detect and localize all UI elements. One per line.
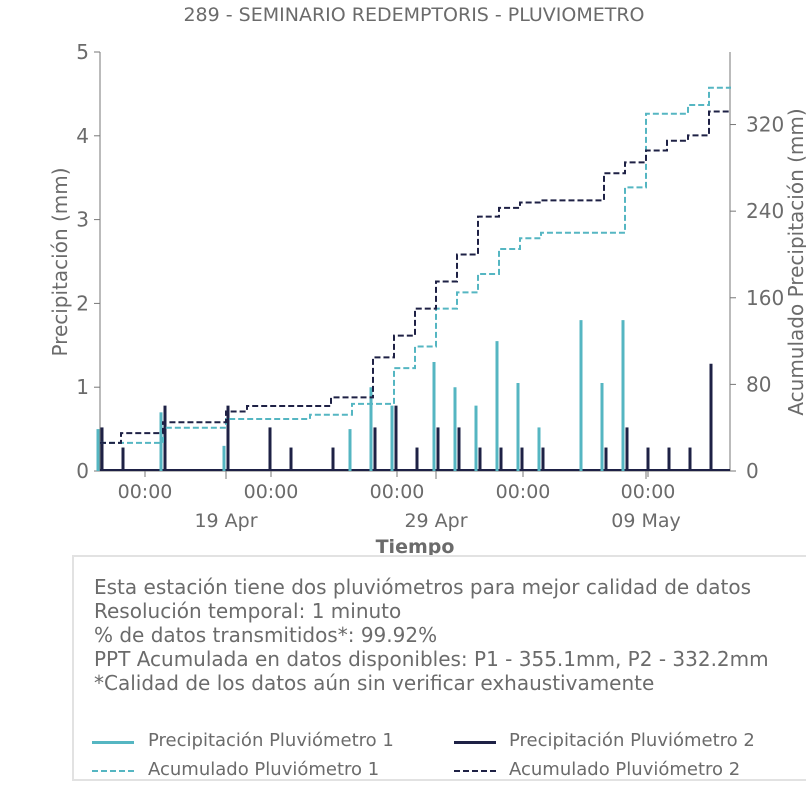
y-left-tick-label: 5 — [76, 40, 89, 64]
info-line-1: Esta estación tiene dos pluviómetros par… — [94, 575, 752, 599]
y-left-tick-label: 1 — [76, 375, 89, 399]
y-left-tick-label: 3 — [76, 208, 89, 232]
chart-title: 289 - SEMINARIO REDEMPTORIS - PLUVIOMETR… — [183, 4, 644, 26]
y-right-tick-label: 0 — [746, 459, 759, 483]
y-right-tick-label: 160 — [746, 286, 784, 310]
y-left-tick-label: 4 — [76, 124, 89, 148]
y-right-tick-label: 240 — [746, 199, 784, 223]
y-right-tick-label: 80 — [746, 372, 771, 396]
legend-label-acc1: Acumulado Pluviómetro 1 — [148, 759, 380, 780]
x-minor-tick-label: 00:00 — [370, 481, 425, 503]
y-right-tick-label: 320 — [746, 113, 784, 137]
info-line-2: Resolución temporal: 1 minuto — [94, 599, 402, 623]
info-box: Esta estación tiene dos pluviómetros par… — [72, 555, 806, 781]
legend-label-p1: Precipitación Pluviómetro 1 — [148, 730, 394, 751]
precipitation-chart: 289 - SEMINARIO REDEMPTORIS - PLUVIOMETR… — [48, 4, 806, 558]
legend-label-p2: Precipitación Pluviómetro 2 — [509, 730, 755, 751]
info-line-4: PPT Acumulada en datos disponibles: P1 -… — [94, 647, 769, 671]
y-axis-right-label: Acumulado Precipitación (mm) — [784, 108, 806, 415]
y-axis-left-label: Precipitación (mm) — [48, 167, 72, 356]
legend-label-acc2: Acumulado Pluviómetro 2 — [509, 759, 741, 780]
x-minor-tick-label: 00:00 — [621, 481, 676, 503]
legend-swatch-acc1 — [92, 770, 134, 772]
x-minor-tick-label: 00:00 — [244, 481, 299, 503]
x-major-tick-label: 19 Apr — [194, 510, 257, 532]
accumulated-line-1 — [100, 86, 731, 444]
y-left-tick-label: 0 — [76, 459, 89, 483]
x-minor-tick-label: 00:00 — [118, 481, 173, 503]
legend-swatch-p1 — [92, 741, 134, 744]
x-minor-tick-label: 00:00 — [496, 481, 551, 503]
accumulated-line-2 — [100, 110, 730, 444]
x-major-tick-label: 29 Apr — [404, 510, 467, 532]
x-axis-label: Tiempo — [376, 536, 455, 558]
y-left-tick-label: 2 — [76, 291, 89, 315]
info-line-5: *Calidad de los datos aún sin verificar … — [94, 671, 655, 695]
x-major-tick-label: 09 May — [611, 510, 681, 532]
legend-swatch-p2 — [454, 741, 496, 744]
legend-swatch-acc2 — [454, 770, 496, 772]
info-line-3: % de datos transmitidos*: 99.92% — [94, 623, 438, 647]
